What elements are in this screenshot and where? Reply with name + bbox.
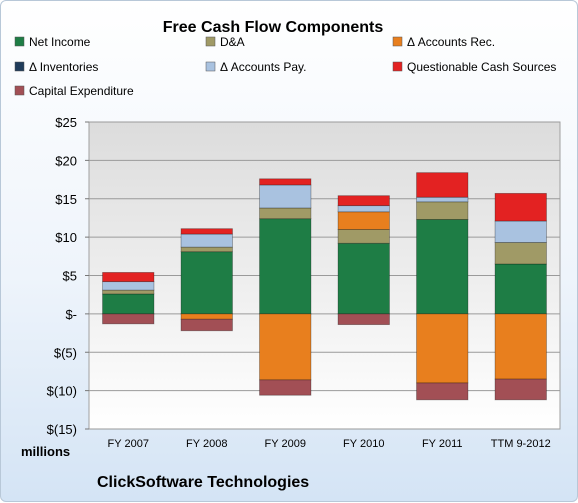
legend-label-d-a: D&A <box>220 35 245 49</box>
y-axis: $25 $20 $15 $10 $5 $- $(5) $(10) $(15) <box>47 115 89 437</box>
legend-label-questionable-cash-sources: Questionable Cash Sources <box>407 60 556 74</box>
bar-segment-questionable-cash-sources <box>180 228 233 235</box>
bar-segment-accounts-rec <box>337 211 390 230</box>
legend-swatch-questionable-cash-sources <box>392 61 403 72</box>
legend: Net Income D&A Δ Accounts Rec. Δ Inventorie… <box>14 35 556 98</box>
x-axis: FY 2007 FY 2008 FY 2009 FY 2010 FY 2011 TTM 9… <box>108 438 551 450</box>
y-tick-label: $(5) <box>54 345 77 360</box>
x-tick-label: FY 2008 <box>186 438 227 450</box>
bar-segment-accounts-rec <box>180 313 233 320</box>
grid-lines <box>89 121 560 430</box>
legend-swatch-accounts-rec <box>392 36 403 47</box>
bar-segment-net-income <box>102 293 155 315</box>
legend-swatch-inventories <box>14 61 25 72</box>
bar-segment-accounts-rec <box>494 313 547 380</box>
x-tick-label: FY 2010 <box>343 438 384 450</box>
legend-swatch-capital-expenditure <box>14 85 25 96</box>
y-tick-label: $(15) <box>47 422 77 437</box>
x-tick-label: FY 2007 <box>108 438 149 450</box>
bar-segment-net-income <box>337 242 390 315</box>
bars <box>102 172 547 401</box>
bar-segment-accounts-pay <box>494 220 547 243</box>
bar-segment-accounts-rec <box>416 313 469 384</box>
bar-segment-d-a <box>416 201 469 220</box>
bar-segment-accounts-pay <box>102 281 155 291</box>
legend-swatch-accounts-pay <box>205 61 216 72</box>
bar-segment-net-income <box>259 218 312 315</box>
y-tick-label: $- <box>65 307 77 322</box>
y-tick-label: $(10) <box>47 384 77 399</box>
bar-segment-questionable-cash-sources <box>337 195 390 207</box>
bar-segment-capital-expenditure <box>180 318 233 332</box>
legend-label-accounts-pay: Δ Accounts Pay. <box>220 60 307 74</box>
bar-segment-questionable-cash-sources <box>494 192 547 222</box>
legend-label-inventories: Δ Inventories <box>29 60 98 74</box>
bar-segment-capital-expenditure <box>259 379 312 396</box>
x-tick-label: FY 2011 <box>422 438 463 450</box>
x-tick-label: FY 2009 <box>265 438 306 450</box>
bar-segment-capital-expenditure <box>494 378 547 401</box>
bar-segment-capital-expenditure <box>416 382 469 401</box>
y-axis-units-label: millions <box>21 444 70 459</box>
legend-swatch-net-income <box>14 36 25 47</box>
legend-label-accounts-rec: Δ Accounts Rec. <box>407 35 495 49</box>
company-name: ClickSoftware Technologies <box>97 474 309 491</box>
x-tick-label: TTM 9-2012 <box>491 438 551 450</box>
bar-segment-accounts-pay <box>180 233 233 248</box>
legend-label-net-income: Net Income <box>29 35 91 49</box>
bar-segment-accounts-pay <box>416 196 469 203</box>
bar-segment-capital-expenditure <box>337 313 390 326</box>
y-tick-label: $15 <box>55 192 77 207</box>
bar-segment-accounts-rec <box>259 313 312 381</box>
y-tick-label: $25 <box>55 115 77 130</box>
bar-segment-questionable-cash-sources <box>259 178 312 186</box>
bar-segment-d-a <box>180 246 233 253</box>
bar-segment-capital-expenditure <box>102 313 155 325</box>
y-tick-label: $20 <box>55 153 77 168</box>
bar-segment-questionable-cash-sources <box>102 272 155 283</box>
chart-title: Free Cash Flow Components <box>163 19 384 36</box>
bar-segment-d-a <box>337 229 390 244</box>
legend-swatch-d-a <box>205 36 216 47</box>
legend-label-capital-expenditure: Capital Expenditure <box>29 84 134 98</box>
bar-segment-d-a <box>102 289 155 295</box>
bar-segment-accounts-pay <box>259 184 312 209</box>
bar-segment-net-income <box>180 251 233 315</box>
bar-segment-questionable-cash-sources <box>416 172 469 198</box>
bar-segment-net-income <box>494 263 547 315</box>
y-tick-label: $10 <box>55 230 77 245</box>
bar-segment-net-income <box>416 219 469 315</box>
bar-segment-accounts-pay <box>337 205 390 213</box>
bar-segment-d-a <box>259 207 312 220</box>
bar-segment-d-a <box>494 242 547 265</box>
y-tick-label: $5 <box>63 269 77 284</box>
